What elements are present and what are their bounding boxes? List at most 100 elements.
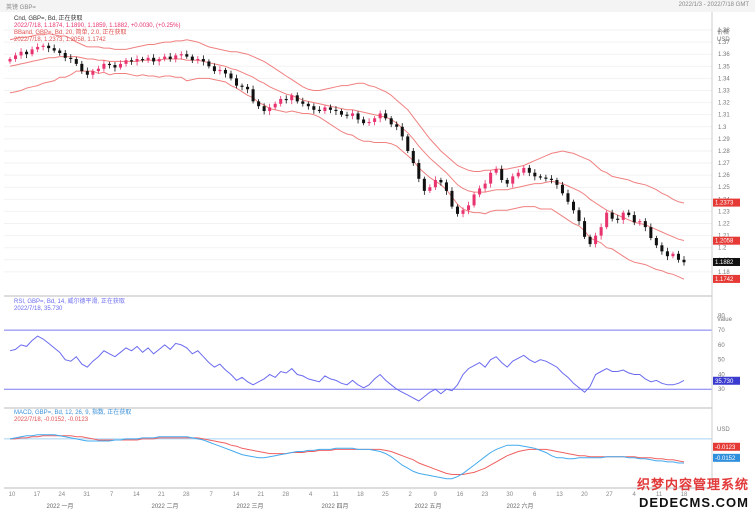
candle-body xyxy=(268,107,272,112)
signal-marker: -0.0123 xyxy=(715,445,736,451)
candle-body xyxy=(660,245,664,252)
candle-body xyxy=(428,187,432,191)
candle-body xyxy=(478,188,482,195)
x-tick-label: 16 xyxy=(457,492,464,498)
price-tick-label: 1.21 xyxy=(718,234,730,240)
candle-body xyxy=(207,61,211,67)
candle-body xyxy=(406,136,410,151)
candle-body xyxy=(124,60,128,64)
candle-body xyxy=(19,51,23,56)
price-tick-label: 1.38 xyxy=(718,28,730,34)
candle-body xyxy=(257,101,261,107)
candle-body xyxy=(560,184,564,194)
candle-body xyxy=(544,177,548,179)
candle-body xyxy=(36,46,40,50)
x-tick-label: 10 xyxy=(9,492,16,498)
candle-body xyxy=(610,212,614,219)
candle-body xyxy=(682,259,686,263)
price-tick-label: 1.28 xyxy=(718,149,730,155)
x-tick-label: 11 xyxy=(332,492,339,498)
price-tick-label: 1.3 xyxy=(718,125,727,131)
x-tick-label: 23 xyxy=(482,492,489,498)
candle-body xyxy=(240,85,244,87)
price-panel xyxy=(8,33,686,280)
candle-body xyxy=(516,172,520,177)
band-line: 2022/7/18, 1.2373, 1.2058, 1.1742 xyxy=(14,37,106,43)
rsi-tick-label: 70 xyxy=(718,328,725,334)
macd-axis: -0.0123 -0.0152 xyxy=(713,442,740,462)
candle-body xyxy=(555,179,559,185)
candle-body xyxy=(483,183,487,189)
candle-body xyxy=(63,52,67,58)
price-tick-label: 1.29 xyxy=(718,137,730,143)
candle-body xyxy=(455,206,460,214)
candle-body xyxy=(571,201,576,211)
time-axis: 10 17 24 31 7 14 21 28 7 14 21 28 4 11 18 25 2 9 16 23 30 6 13… xyxy=(9,492,688,510)
last-price-marker: 1.1882 xyxy=(715,260,734,266)
rsi-value-line: 2022/7/18, 35.730 xyxy=(14,306,63,312)
candle-body xyxy=(201,59,205,62)
rsi-line xyxy=(9,335,685,402)
candle-body xyxy=(450,190,454,207)
candle-body xyxy=(47,45,51,49)
candle-body xyxy=(671,253,675,257)
candle-body xyxy=(356,113,360,120)
candle-body xyxy=(41,45,45,47)
candle-body xyxy=(273,103,277,108)
candle-body xyxy=(218,69,222,72)
candle-body xyxy=(196,59,200,61)
x-tick-label: 28 xyxy=(183,492,190,498)
candle-body xyxy=(102,63,106,69)
macd-line xyxy=(9,434,684,480)
bb-mid-marker-bg xyxy=(713,236,740,245)
signal-marker-bg xyxy=(713,442,740,451)
bb-lower-marker: 1.1742 xyxy=(715,277,734,283)
candle-body xyxy=(190,56,194,61)
candle-body xyxy=(676,253,680,260)
candle-body xyxy=(444,182,448,191)
month-label: 2022 一月 xyxy=(46,503,73,510)
candle-body xyxy=(588,236,592,245)
candle-body xyxy=(400,126,404,137)
candle-body xyxy=(643,221,647,228)
price-legend: Cnd, GBP=, Bd, 正在获取 2022/7/18, 1.1874, 1… xyxy=(14,16,180,44)
x-tick-label: 25 xyxy=(382,492,389,498)
candle-body xyxy=(8,59,12,62)
rsi-legend: RSI, GBP=, Bd, 14, 威尔德平滑, 正在获取 2022/7/18… xyxy=(14,299,125,313)
candle-body xyxy=(417,163,421,179)
candle-body xyxy=(566,193,570,202)
rsi-axis-unit: Value xyxy=(717,317,732,323)
x-tick-label: 14 xyxy=(233,492,240,498)
candle-body xyxy=(654,238,658,246)
candle-body xyxy=(74,59,78,64)
candle-body xyxy=(107,63,111,66)
price-tick-label: 1.18 xyxy=(718,270,730,276)
x-tick-label: 4 xyxy=(633,492,637,498)
candle-body xyxy=(345,114,349,116)
date-range: 2022/1/3 - 2022/7/18 GMT xyxy=(678,2,749,8)
x-tick-label: 7 xyxy=(110,492,114,498)
chart-canvas: 1.381.371.361.351.341.331.321.311.31.291… xyxy=(0,12,755,514)
price-tick-label: 1.31 xyxy=(718,113,730,119)
macd-header: MACD, GBP=, Bd, 12, 26, 9, 指数, 正在获取 xyxy=(14,410,132,416)
price-axis: 1.38 1.37 1.36 1.35 1.34 1.33 1.32 1.31 1.3 1.29 1… xyxy=(713,28,740,283)
price-tick-label: 1.22 xyxy=(718,222,730,228)
candle-body xyxy=(577,210,581,222)
macd-axis-unit: USD xyxy=(717,427,730,433)
price-tick-label: 1.32 xyxy=(718,101,730,107)
candle-body xyxy=(461,210,465,214)
candle-body xyxy=(621,212,625,220)
price-tick-label: 1.25 xyxy=(718,185,730,191)
rsi-marker: 35.730 xyxy=(715,379,734,385)
x-tick-label: 21 xyxy=(158,492,165,498)
rsi-panel xyxy=(4,329,712,402)
candle-body xyxy=(30,49,34,55)
candle-body xyxy=(665,251,669,257)
rsi-tick-label: 40 xyxy=(718,372,725,378)
month-label: 2022 三月 xyxy=(236,503,263,510)
candle-body xyxy=(185,54,189,57)
x-tick-label: 24 xyxy=(58,492,65,498)
candle-body xyxy=(234,78,239,86)
bb-upper-line xyxy=(9,33,685,204)
price-tick-label: 1.35 xyxy=(718,64,730,70)
